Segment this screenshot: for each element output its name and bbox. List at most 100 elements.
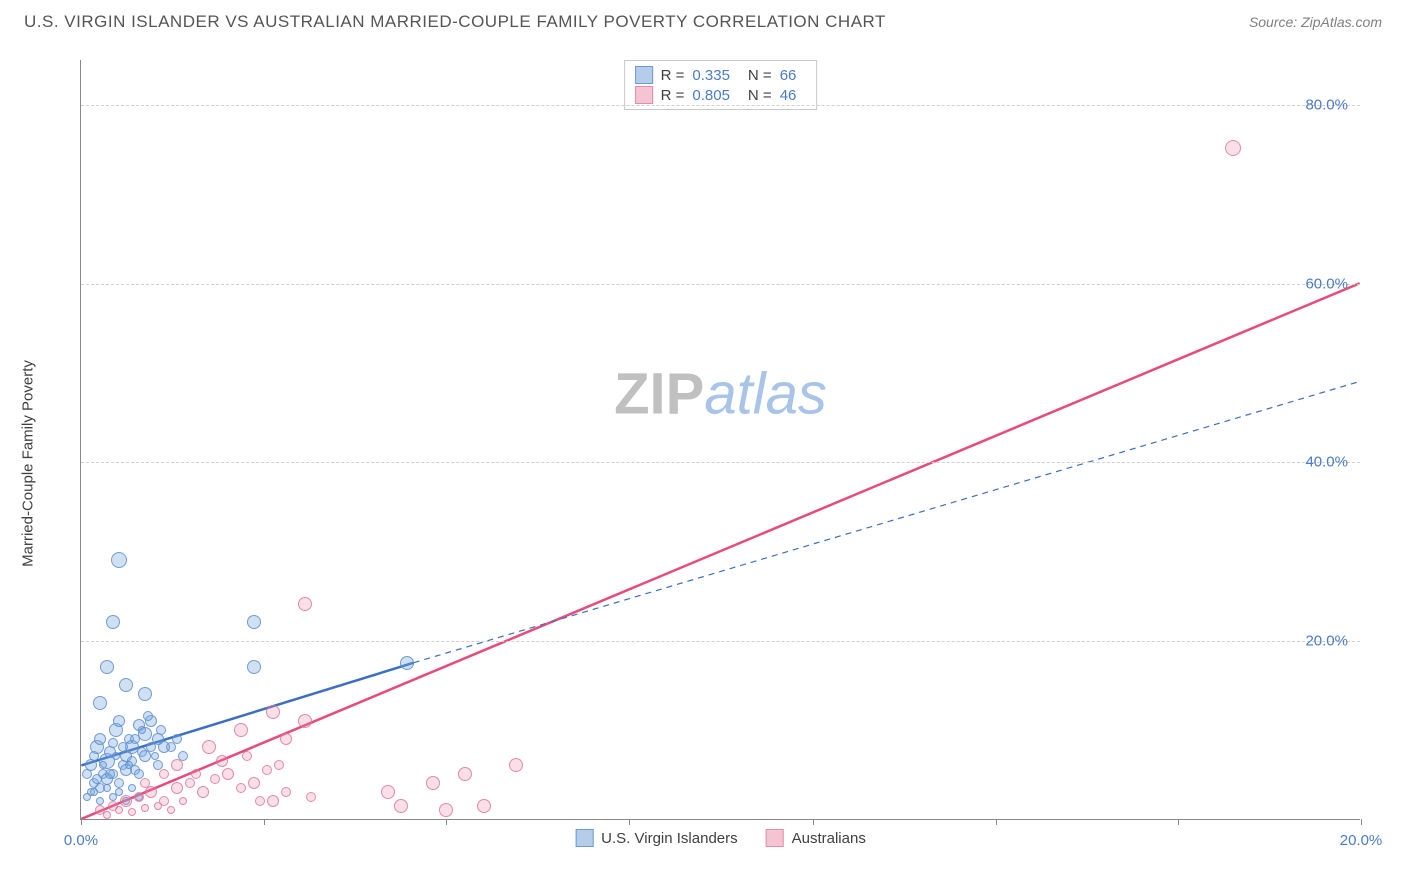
y-tick-label: 40.0%	[1305, 454, 1348, 471]
point-aus	[381, 785, 395, 799]
point-aus	[234, 723, 248, 737]
point-usvi	[105, 769, 115, 779]
y-tick-label: 60.0%	[1305, 275, 1348, 292]
point-usvi	[96, 797, 104, 805]
point-usvi	[130, 734, 140, 744]
point-aus	[185, 778, 195, 788]
point-aus	[298, 714, 312, 728]
point-aus	[1225, 140, 1241, 156]
point-usvi	[108, 738, 118, 748]
point-usvi	[112, 752, 120, 760]
point-aus	[281, 787, 291, 797]
legend-swatch	[635, 86, 653, 104]
point-aus	[154, 802, 162, 810]
point-usvi	[156, 725, 166, 735]
legend-swatch	[766, 829, 784, 847]
gridline-h	[81, 105, 1360, 106]
correlation-legend: R =0.335N =66R =0.805N =46	[624, 60, 818, 110]
point-aus	[262, 765, 272, 775]
x-tick	[81, 819, 82, 825]
point-aus	[171, 759, 183, 771]
point-usvi	[143, 711, 153, 721]
legend-item: Australians	[766, 829, 866, 847]
point-aus	[140, 778, 150, 788]
point-aus	[236, 783, 246, 793]
point-usvi	[94, 733, 106, 745]
series-legend: U.S. Virgin Islanders Australians	[575, 829, 866, 847]
point-aus	[103, 811, 111, 819]
legend-row: R =0.335N =66	[635, 65, 807, 85]
chart-container: Married-Couple Family Poverty ZIPatlas R…	[50, 50, 1380, 860]
point-usvi	[93, 696, 107, 710]
point-usvi	[151, 752, 159, 760]
point-usvi	[113, 715, 125, 727]
legend-n-value: 46	[780, 87, 797, 104]
x-tick	[1178, 819, 1179, 825]
point-aus	[255, 796, 265, 806]
point-aus	[197, 786, 209, 798]
x-tick	[264, 819, 265, 825]
watermark-atlas: atlas	[704, 361, 827, 426]
x-tick-label: 20.0%	[1340, 832, 1383, 849]
point-aus	[280, 733, 292, 745]
gridline-h	[81, 462, 1360, 463]
legend-n-label: N =	[748, 67, 772, 84]
point-usvi	[138, 687, 152, 701]
watermark-zip: ZIP	[614, 361, 704, 426]
point-usvi	[103, 784, 111, 792]
point-usvi	[114, 778, 124, 788]
point-aus	[439, 803, 453, 817]
point-aus	[202, 740, 216, 754]
x-tick	[629, 819, 630, 825]
point-usvi	[247, 615, 261, 629]
plot-area: ZIPatlas R =0.335N =66R =0.805N =46 U.S.…	[80, 60, 1360, 820]
x-tick-label: 0.0%	[64, 832, 98, 849]
point-aus	[222, 768, 234, 780]
point-aus	[216, 755, 228, 767]
x-tick	[1361, 819, 1362, 825]
point-aus	[134, 792, 144, 802]
point-aus	[266, 705, 280, 719]
x-tick	[446, 819, 447, 825]
point-usvi	[92, 774, 102, 784]
point-aus	[120, 795, 132, 807]
point-aus	[509, 758, 523, 772]
point-aus	[274, 760, 284, 770]
point-usvi	[138, 726, 146, 734]
x-tick	[996, 819, 997, 825]
point-usvi	[166, 742, 176, 752]
point-aus	[159, 769, 169, 779]
point-aus	[267, 795, 279, 807]
point-usvi	[128, 784, 136, 792]
point-aus	[394, 799, 408, 813]
point-aus	[210, 774, 220, 784]
point-aus	[248, 777, 260, 789]
y-tick-label: 20.0%	[1305, 633, 1348, 650]
point-aus	[167, 806, 175, 814]
legend-swatch	[575, 829, 593, 847]
point-usvi	[99, 761, 107, 769]
point-aus	[477, 799, 491, 813]
legend-r-value: 0.805	[692, 87, 730, 104]
point-usvi	[119, 678, 133, 692]
legend-row: R =0.805N =46	[635, 85, 807, 105]
point-aus	[426, 776, 440, 790]
legend-label: U.S. Virgin Islanders	[601, 830, 737, 847]
y-axis-title: Married-Couple Family Poverty	[20, 360, 37, 567]
x-tick	[813, 819, 814, 825]
legend-r-label: R =	[661, 87, 685, 104]
point-usvi	[118, 742, 128, 752]
point-usvi	[111, 552, 127, 568]
legend-label: Australians	[792, 830, 866, 847]
point-aus	[128, 808, 136, 816]
source-attribution: Source: ZipAtlas.com	[1249, 14, 1382, 30]
legend-n-value: 66	[780, 67, 797, 84]
gridline-h	[81, 284, 1360, 285]
point-usvi	[106, 615, 120, 629]
legend-item: U.S. Virgin Islanders	[575, 829, 737, 847]
point-usvi	[125, 761, 133, 769]
point-aus	[242, 751, 252, 761]
point-aus	[298, 597, 312, 611]
point-aus	[115, 806, 123, 814]
point-usvi	[100, 660, 114, 674]
